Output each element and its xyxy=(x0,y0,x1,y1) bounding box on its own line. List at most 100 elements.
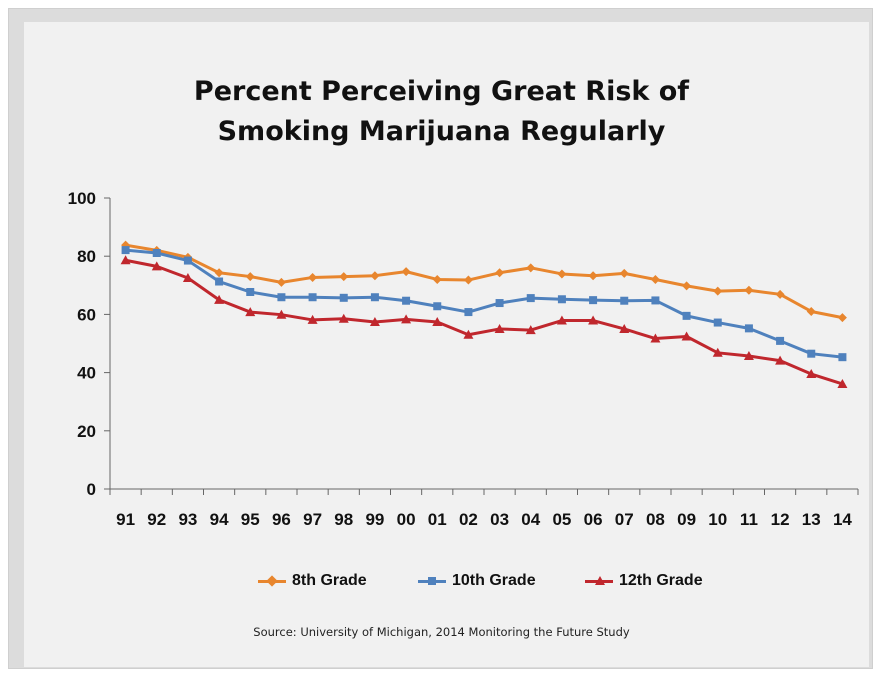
data-point-12th-grade xyxy=(775,355,786,365)
data-point-8th-grade xyxy=(308,272,318,282)
data-point-10th-grade xyxy=(744,324,753,333)
data-point-8th-grade xyxy=(526,263,536,273)
x-tick-label: 04 xyxy=(521,510,540,529)
chart-legend: 8th Grade 10th Grade 12th Grade xyxy=(0,572,883,596)
data-point-10th-grade xyxy=(495,299,504,308)
data-point-12th-grade xyxy=(494,323,505,333)
series-12th-grade xyxy=(120,255,848,388)
data-point-12th-grade xyxy=(276,309,287,319)
source-note: Source: University of Michigan, 2014 Mon… xyxy=(253,625,630,639)
legend-label-10th-grade: 10th Grade xyxy=(452,572,536,589)
data-point-10th-grade xyxy=(464,308,473,317)
series-line-12th-grade xyxy=(125,258,843,386)
data-point-12th-grade xyxy=(369,316,380,326)
x-tick-label: 96 xyxy=(272,510,291,529)
data-point-8th-grade xyxy=(245,272,255,282)
data-point-8th-grade xyxy=(744,285,754,295)
x-tick-label: 01 xyxy=(428,510,447,529)
data-point-8th-grade xyxy=(339,272,349,282)
x-tick-label: 91 xyxy=(116,510,135,529)
x-tick-label: 02 xyxy=(459,510,478,529)
data-point-12th-grade xyxy=(151,261,162,271)
x-tick-label: 92 xyxy=(147,510,166,529)
data-point-8th-grade xyxy=(588,271,598,281)
data-point-8th-grade xyxy=(401,267,411,277)
x-tick-label: 98 xyxy=(334,510,353,529)
data-point-12th-grade xyxy=(806,369,817,379)
y-tick-label: 60 xyxy=(77,305,96,324)
data-point-12th-grade xyxy=(182,273,193,283)
data-point-10th-grade xyxy=(277,293,286,302)
data-point-10th-grade xyxy=(339,293,348,302)
data-point-10th-grade xyxy=(370,293,379,302)
data-point-8th-grade xyxy=(432,274,442,284)
data-point-10th-grade xyxy=(121,246,130,255)
data-point-8th-grade xyxy=(619,268,629,278)
data-point-8th-grade xyxy=(495,268,505,278)
data-point-10th-grade xyxy=(526,294,535,303)
y-tick-label: 100 xyxy=(68,189,96,208)
data-point-8th-grade xyxy=(713,286,723,296)
data-point-12th-grade xyxy=(432,316,443,326)
y-tick-label: 0 xyxy=(87,480,96,499)
data-point-10th-grade xyxy=(713,318,722,327)
chart-title-line-1: Percent Perceiving Great Risk of xyxy=(193,76,690,107)
data-point-12th-grade xyxy=(556,315,567,325)
x-tick-label: 14 xyxy=(833,510,852,529)
x-tick-label: 06 xyxy=(584,510,603,529)
series-line-8th-grade xyxy=(125,243,843,320)
legend-swatch-10th-grade xyxy=(418,574,446,588)
y-tick-label: 20 xyxy=(77,422,96,441)
data-point-10th-grade xyxy=(183,256,192,265)
data-point-12th-grade xyxy=(619,323,630,333)
data-point-12th-grade xyxy=(525,325,536,335)
data-point-12th-grade xyxy=(588,315,599,325)
data-point-10th-grade xyxy=(308,293,317,302)
chart-panel xyxy=(24,22,869,667)
data-point-8th-grade xyxy=(557,269,567,279)
data-point-10th-grade xyxy=(807,349,816,358)
legend-label-12th-grade: 12th Grade xyxy=(619,572,703,589)
data-point-8th-grade xyxy=(650,274,660,284)
legend-item-10th-grade: 10th Grade xyxy=(418,572,536,590)
legend-swatch-12th-grade xyxy=(585,574,613,588)
data-point-12th-grade xyxy=(120,255,131,265)
data-point-10th-grade xyxy=(402,296,411,305)
data-point-12th-grade xyxy=(743,351,754,361)
data-point-8th-grade xyxy=(214,268,224,278)
x-tick-label: 08 xyxy=(646,510,665,529)
data-point-8th-grade xyxy=(682,281,692,291)
data-point-10th-grade xyxy=(589,296,598,305)
data-point-12th-grade xyxy=(214,294,225,304)
series-10th-grade xyxy=(121,246,847,362)
legend-swatch-8th-grade xyxy=(258,574,286,588)
chart-series xyxy=(120,240,848,388)
data-point-10th-grade xyxy=(682,311,691,320)
data-point-12th-grade xyxy=(401,314,412,324)
chart-title-line-2: Smoking Marijuana Regularly xyxy=(217,116,666,147)
data-point-10th-grade xyxy=(838,353,847,362)
x-tick-label: 99 xyxy=(365,510,384,529)
data-point-12th-grade xyxy=(307,314,318,324)
data-point-8th-grade xyxy=(370,271,380,281)
x-tick-label: 11 xyxy=(740,510,758,529)
y-tick-label: 80 xyxy=(77,247,96,266)
data-point-10th-grade xyxy=(152,248,161,257)
legend-item-8th-grade: 8th Grade xyxy=(258,572,367,590)
data-point-8th-grade xyxy=(276,277,286,287)
chart-title: Percent Perceiving Great Risk of Smoking… xyxy=(0,72,883,152)
x-tick-label: 93 xyxy=(178,510,197,529)
data-point-12th-grade xyxy=(712,347,723,357)
data-point-8th-grade xyxy=(463,275,473,285)
data-point-12th-grade xyxy=(837,378,848,388)
x-tick-label: 03 xyxy=(490,510,509,529)
data-point-12th-grade xyxy=(681,331,692,341)
data-point-12th-grade xyxy=(245,307,256,317)
x-tick-label: 94 xyxy=(210,510,229,529)
data-point-10th-grade xyxy=(557,295,566,304)
x-tick-label: 13 xyxy=(802,510,821,529)
data-point-12th-grade xyxy=(650,333,661,343)
data-point-10th-grade xyxy=(620,296,629,305)
x-tick-label: 12 xyxy=(771,510,790,529)
